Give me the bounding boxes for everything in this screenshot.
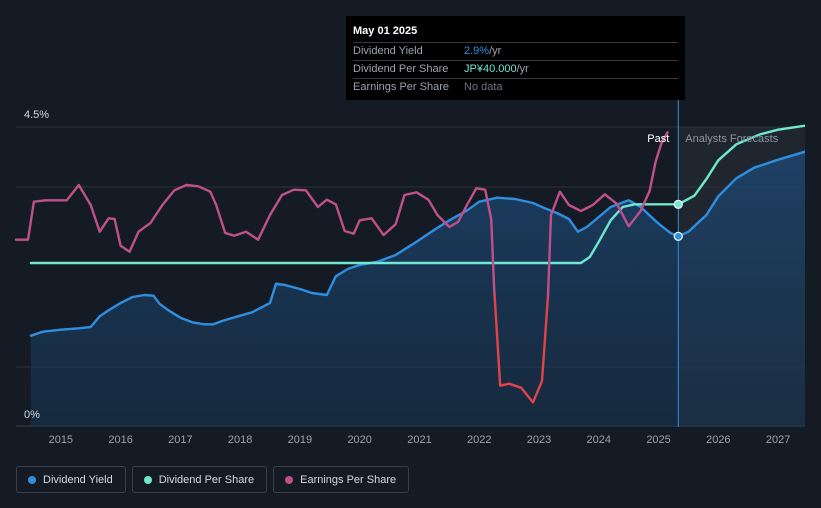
legend-dot-icon [28, 475, 36, 484]
x-tick-label: 2015 [49, 434, 73, 446]
tooltip-value: No data [464, 81, 503, 93]
x-tick-label: 2021 [407, 434, 431, 446]
tooltip-label: Earnings Per Share [353, 81, 449, 93]
legend-dot-icon [143, 475, 152, 484]
earnings-per-share-line [546, 131, 669, 297]
tooltip-value: JP¥40.000 [464, 63, 517, 75]
x-tick-label: 2018 [228, 434, 252, 446]
tooltip-label: Dividend Per Share [353, 63, 449, 75]
tooltip-row-dividend-yield: Dividend Yield 2.9% /yr [353, 43, 678, 61]
x-tick-label: 2027 [766, 434, 790, 446]
y-axis-min-label: 0% [24, 409, 40, 421]
past-label: Past [647, 133, 669, 145]
legend-label: Dividend Per Share [158, 473, 255, 486]
x-axis-ticks: 2015 2016 2017 2018 2019 2020 2021 2022 2023 2024… [49, 434, 791, 446]
chart-legend: Dividend Yield Dividend Per Share Earnin… [16, 466, 410, 493]
legend-item-earnings-per-share[interactable]: Earnings Per Share [273, 466, 410, 493]
chart-tooltip: May 01 2025 Dividend Yield 2.9% /yr Divi… [346, 16, 685, 100]
y-axis-max-label: 4.5% [24, 109, 49, 121]
x-tick-label: 2024 [587, 434, 611, 446]
legend-label: Dividend Yield [43, 473, 113, 486]
legend-label: Earnings Per Share [300, 473, 397, 486]
x-tick-label: 2026 [706, 434, 730, 446]
tooltip-unit: /yr [516, 63, 529, 75]
x-tick-label: 2023 [527, 434, 551, 446]
dividend-yield-marker-dot [673, 231, 683, 241]
tooltip-label: Dividend Yield [353, 45, 423, 57]
tooltip-row-dividend-per-share: Dividend Per Share JP¥40.000 /yr [353, 61, 678, 79]
x-tick-label: 2022 [467, 434, 491, 446]
dividend-per-share-marker-dot [673, 199, 683, 209]
earnings-per-share-line [14, 183, 496, 297]
tooltip-date: May 01 2025 [353, 22, 678, 43]
x-tick-label: 2020 [347, 434, 371, 446]
x-tick-label: 2019 [288, 434, 312, 446]
x-tick-label: 2025 [646, 434, 670, 446]
analysts-forecasts-label: Analysts Forecasts [685, 133, 778, 145]
legend-item-dividend-yield[interactable]: Dividend Yield [16, 466, 126, 493]
tooltip-unit: /yr [489, 45, 502, 57]
tooltip-row-earnings-per-share: Earnings Per Share No data [353, 79, 678, 96]
series-layer [14, 124, 805, 427]
legend-dot-icon [285, 475, 294, 484]
x-tick-label: 2016 [108, 434, 132, 446]
earnings-per-share-line-negative [493, 294, 550, 404]
dividend-per-share-line [29, 124, 805, 265]
tooltip-value: 2.9% [464, 45, 490, 57]
marker-dots [673, 199, 683, 241]
x-tick-label: 2017 [168, 434, 192, 446]
legend-item-dividend-per-share[interactable]: Dividend Per Share [131, 466, 268, 493]
